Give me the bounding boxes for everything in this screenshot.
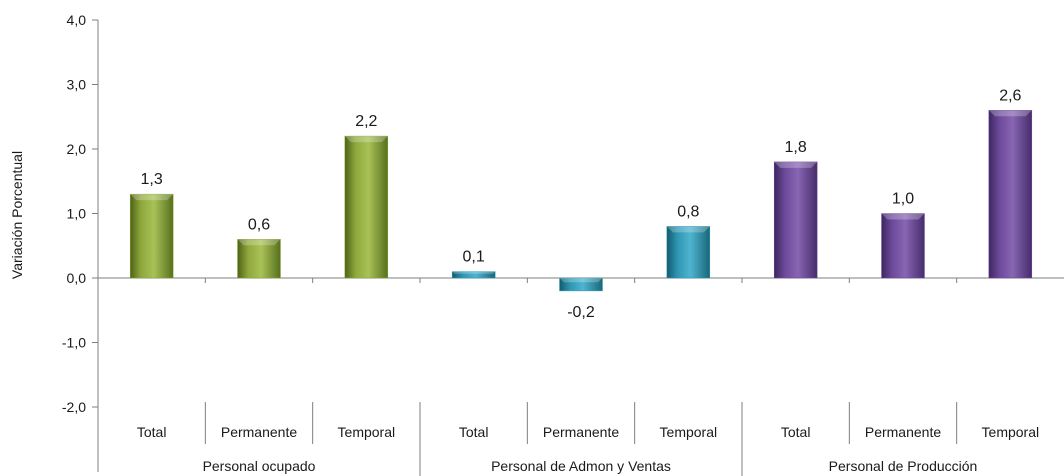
y-tick-label: 2,0 [67, 141, 87, 157]
bar-bevel [452, 271, 496, 274]
data-label: 0,6 [248, 216, 270, 233]
category-label: Temporal [338, 424, 396, 440]
bar [988, 110, 1033, 279]
category-label: Permanente [221, 424, 297, 440]
bar-bevel [666, 226, 710, 233]
bar [237, 239, 281, 279]
bar-bevel [988, 110, 1032, 117]
bar-bevel [881, 213, 925, 220]
y-axis-title: Variación Porcentual [9, 151, 25, 279]
bar [129, 193, 174, 279]
data-label: 0,8 [677, 203, 699, 220]
bar [666, 226, 711, 279]
data-label: 1,0 [892, 191, 914, 208]
category-label: Total [137, 424, 167, 440]
data-label: 2,6 [999, 87, 1021, 104]
data-label: 2,2 [355, 113, 377, 130]
labels: 4,0 3,0 2,0 1,0 0,0 -1,0 -2,0 1,3 Total 0,6 Perman… [62, 12, 1039, 474]
y-tick-label: 3,0 [67, 77, 87, 93]
data-label: -0,2 [567, 304, 595, 321]
y-tick-label: 4,0 [67, 12, 87, 28]
y-tick-label: 0,0 [67, 270, 87, 286]
bars [129, 110, 1033, 292]
category-label: Temporal [982, 424, 1040, 440]
y-tick-label: 1,0 [67, 206, 87, 222]
bar-bevel [774, 161, 818, 168]
bar [451, 271, 496, 279]
data-label: 1,3 [141, 171, 163, 188]
category-label: Total [459, 424, 489, 440]
bar-bevel [237, 239, 281, 246]
bar-bevel [344, 136, 388, 143]
y-tick-label: -2,0 [62, 399, 86, 415]
bar [559, 277, 603, 292]
category-label: Temporal [660, 424, 718, 440]
bar [773, 161, 818, 279]
group-label: Personal ocupado [203, 458, 316, 474]
group-label: Personal de Admon y Ventas [491, 458, 671, 474]
y-tick-label: -1,0 [62, 335, 86, 351]
data-label: 1,8 [785, 139, 807, 156]
bar [881, 213, 925, 279]
category-label: Permanente [543, 424, 619, 440]
bar-bevel [559, 278, 603, 283]
bar-bevel [130, 194, 174, 201]
bar [344, 135, 389, 279]
category-label: Permanente [865, 424, 941, 440]
category-label: Total [781, 424, 811, 440]
group-label: Personal de Producción [829, 458, 978, 474]
data-label: 0,1 [463, 249, 485, 266]
